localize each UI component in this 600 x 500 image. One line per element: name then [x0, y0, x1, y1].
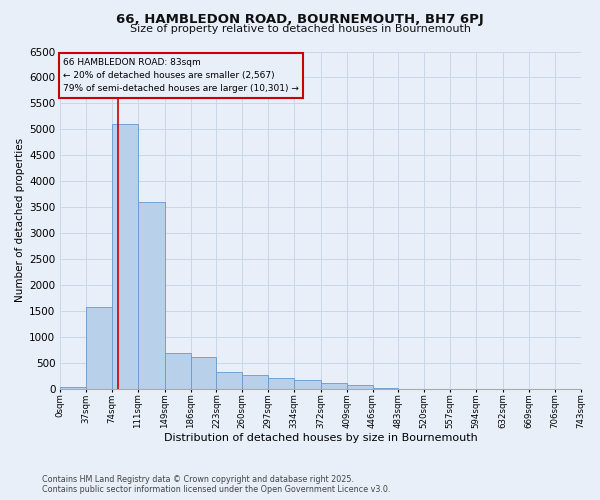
Bar: [138, 202, 164, 390]
Bar: [86, 307, 112, 390]
Bar: [60, 386, 86, 390]
Y-axis label: Number of detached properties: Number of detached properties: [15, 138, 25, 302]
Text: Size of property relative to detached houses in Bournemouth: Size of property relative to detached ho…: [130, 24, 470, 34]
Bar: [191, 357, 217, 390]
Bar: [242, 376, 268, 390]
Bar: [373, 388, 398, 390]
Text: Contains HM Land Registry data © Crown copyright and database right 2025.
Contai: Contains HM Land Registry data © Crown c…: [42, 474, 391, 494]
Bar: [112, 124, 138, 390]
Bar: [268, 378, 294, 390]
Text: 66, HAMBLEDON ROAD, BOURNEMOUTH, BH7 6PJ: 66, HAMBLEDON ROAD, BOURNEMOUTH, BH7 6PJ: [116, 12, 484, 26]
Bar: [321, 382, 347, 390]
Bar: [294, 380, 321, 390]
Bar: [217, 372, 242, 390]
Text: 66 HAMBLEDON ROAD: 83sqm
← 20% of detached houses are smaller (2,567)
79% of sem: 66 HAMBLEDON ROAD: 83sqm ← 20% of detach…: [63, 58, 299, 93]
Bar: [164, 353, 191, 390]
Bar: [347, 385, 373, 390]
X-axis label: Distribution of detached houses by size in Bournemouth: Distribution of detached houses by size …: [164, 432, 477, 442]
